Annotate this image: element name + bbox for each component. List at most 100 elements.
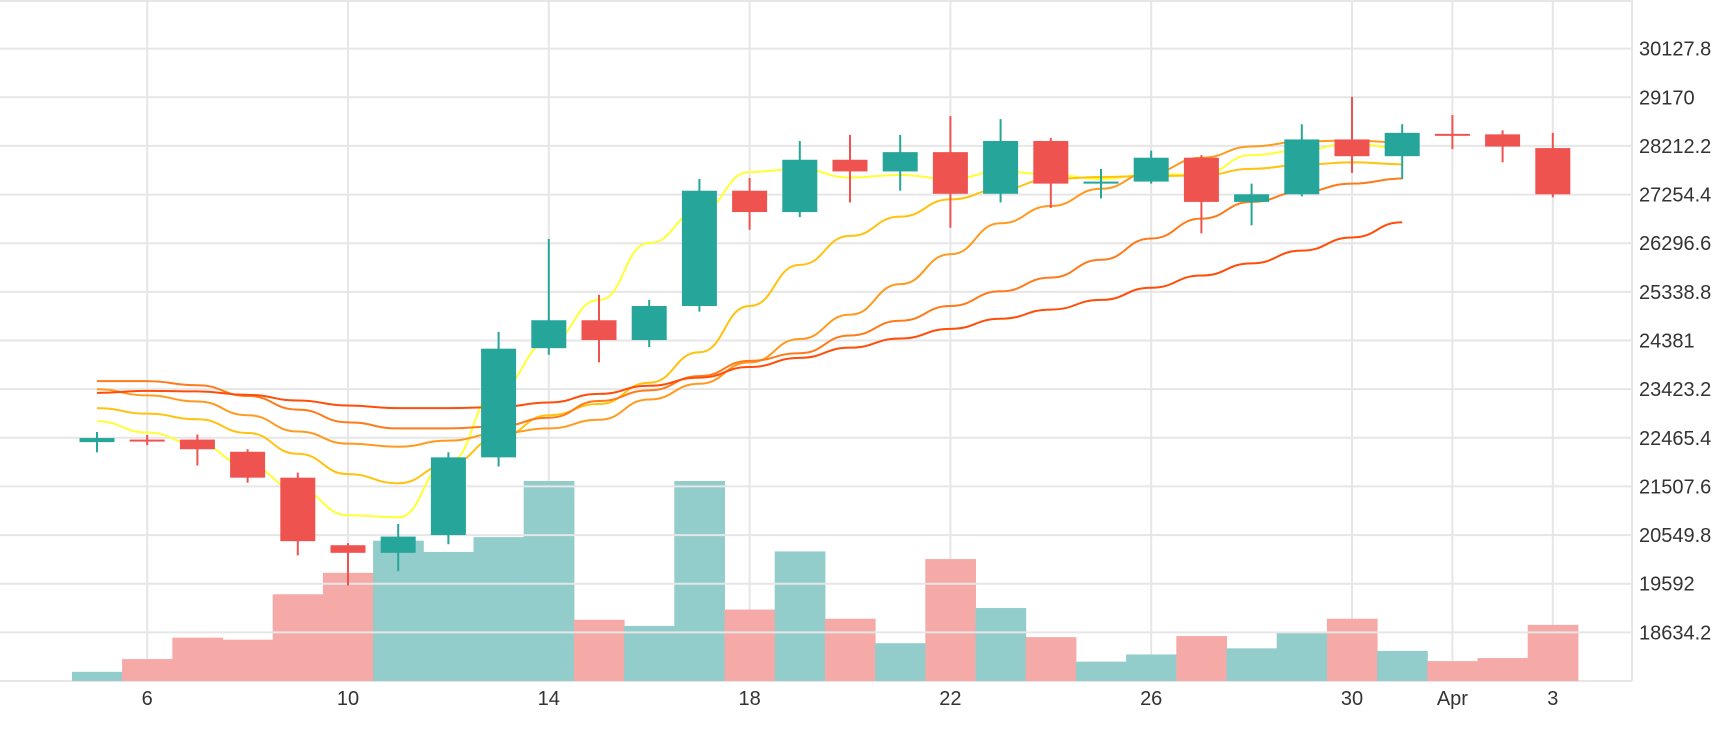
volume-bar-03-14 <box>523 481 575 681</box>
candle-body-03-18 <box>732 190 768 213</box>
candle-03-22 <box>932 116 968 228</box>
candle-body-03-30 <box>1334 139 1370 157</box>
candle-03-27 <box>1183 155 1219 234</box>
volume-bar-03-23 <box>975 608 1027 681</box>
candle-03-24 <box>1033 137 1069 208</box>
x-tick-label-3: 18 <box>738 688 760 710</box>
x-axis-ticks: 6 10 14 18 22 26 30 Apr 3 <box>142 688 1559 710</box>
y-axis-ticks: 30127.8 29170 28212.2 27254.4 26296.6 25338.8… <box>1639 39 1711 645</box>
candle-body-03-05 <box>79 438 115 443</box>
candle-body-04-01 <box>1434 133 1470 136</box>
candle-body-03-10 <box>330 545 366 553</box>
x-tick-label-1: 10 <box>337 688 359 710</box>
x-tick-label-5: 26 <box>1140 688 1162 710</box>
candle-03-19 <box>782 140 818 218</box>
volume-bar-03-15 <box>573 619 625 681</box>
candle-03-13 <box>481 331 517 467</box>
volume-bar-03-21 <box>875 643 926 681</box>
candle-body-03-29 <box>1284 139 1320 195</box>
volume-bar-03-12 <box>423 551 474 681</box>
volume-bar-03-30 <box>1326 618 1378 681</box>
candle-layer <box>79 96 1571 586</box>
candle-03-18 <box>732 178 768 230</box>
candle-body-03-21 <box>882 152 918 172</box>
candle-03-30 <box>1334 96 1370 173</box>
x-tick-label-8: 3 <box>1547 688 1558 710</box>
candle-body-03-12 <box>430 457 466 536</box>
candle-body-03-16 <box>631 306 667 341</box>
volume-bar-03-18 <box>724 609 776 681</box>
candle-body-03-23 <box>983 140 1019 194</box>
y-tick-label-12: 18634.2 <box>1639 622 1711 644</box>
candle-body-04-03 <box>1535 148 1571 195</box>
candle-03-14 <box>531 238 567 355</box>
candle-body-03-22 <box>932 152 968 194</box>
volume-bar-03-06 <box>122 659 173 681</box>
volume-bar-03-25 <box>1075 661 1127 681</box>
candle-04-03 <box>1535 132 1571 198</box>
x-tick-label-7: Apr <box>1437 688 1468 710</box>
y-tick-label-8: 22465.4 <box>1639 428 1711 450</box>
y-tick-label-6: 24381 <box>1639 331 1695 353</box>
x-tick-label-6: 30 <box>1341 688 1363 710</box>
x-tick-label-4: 22 <box>939 688 961 710</box>
volume-bar-03-28 <box>1226 648 1278 681</box>
candle-body-03-11 <box>380 536 416 553</box>
y-tick-label-9: 21507.6 <box>1639 476 1711 498</box>
candle-03-29 <box>1284 124 1320 197</box>
candle-03-23 <box>983 119 1019 203</box>
candle-body-03-28 <box>1234 194 1270 202</box>
candle-03-12 <box>430 452 466 545</box>
candle-03-16 <box>631 299 667 348</box>
y-tick-label-5: 25338.8 <box>1639 282 1711 304</box>
candle-03-07 <box>179 434 215 466</box>
candle-03-20 <box>832 134 868 203</box>
volume-bar-03-08 <box>222 639 274 681</box>
candle-03-06 <box>129 435 165 446</box>
candle-body-03-31 <box>1384 132 1420 157</box>
candle-body-03-08 <box>230 451 266 478</box>
volume-bar-03-16 <box>624 625 675 681</box>
volume-bar-04-02 <box>1477 658 1529 681</box>
y-tick-label-1: 29170 <box>1639 87 1695 109</box>
candle-03-15 <box>581 294 617 363</box>
candle-body-03-20 <box>832 159 868 172</box>
horizontal-grid <box>0 0 1632 634</box>
candle-body-03-19 <box>782 159 818 213</box>
volume-bar-03-20 <box>824 618 876 681</box>
candle-body-03-06 <box>129 439 165 442</box>
volume-bar-03-17 <box>674 481 725 681</box>
candle-03-26 <box>1133 150 1169 184</box>
candle-03-28 <box>1234 183 1270 226</box>
candle-body-03-09 <box>280 477 316 542</box>
x-tick-label-0: 6 <box>142 688 153 710</box>
candle-body-03-24 <box>1033 140 1069 184</box>
y-tick-label-2: 28212.2 <box>1639 136 1711 158</box>
volume-bar-03-13 <box>473 537 525 681</box>
volume-bar-03-22 <box>925 559 976 681</box>
volume-bar-04-01 <box>1427 661 1478 681</box>
candle-03-31 <box>1384 124 1420 180</box>
candle-body-03-27 <box>1183 157 1219 202</box>
volume-bar-03-10 <box>322 572 374 681</box>
candle-03-21 <box>882 134 918 191</box>
candle-04-01 <box>1434 115 1470 150</box>
volume-bar-03-26 <box>1126 654 1177 681</box>
y-tick-label-7: 23423.2 <box>1639 379 1711 401</box>
volume-bar-03-09 <box>272 594 324 681</box>
volume-bar-03-05 <box>71 671 123 681</box>
candle-03-05 <box>79 431 115 453</box>
candle-03-17 <box>681 179 717 312</box>
moving-average-line-5 <box>96 221 1403 410</box>
y-tick-label-11: 19592 <box>1639 574 1695 596</box>
moving-average-line-2 <box>96 161 1403 485</box>
volume-bar-03-19 <box>774 551 826 681</box>
candle-body-03-13 <box>481 348 517 458</box>
candle-03-25 <box>1083 168 1119 199</box>
candle-03-10 <box>330 543 366 586</box>
volume-bar-03-24 <box>1025 637 1077 681</box>
moving-average-line-4 <box>96 177 1403 430</box>
candle-body-03-25 <box>1083 181 1119 184</box>
candle-body-03-14 <box>531 320 567 349</box>
